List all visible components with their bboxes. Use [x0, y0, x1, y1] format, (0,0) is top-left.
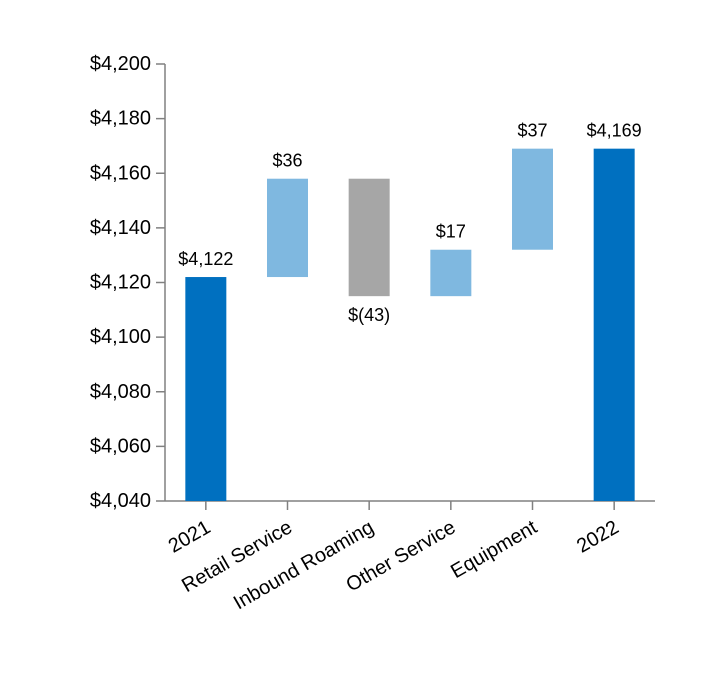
data-label: $36 — [272, 151, 302, 171]
data-label: $4,169 — [587, 121, 642, 141]
y-tick-label: $4,100 — [90, 326, 151, 348]
x-tick-label: Equipment — [447, 516, 541, 583]
data-label: $17 — [436, 222, 466, 242]
data-label: $(43) — [348, 305, 390, 325]
y-tick-label: $4,180 — [90, 108, 151, 130]
bar-equipment — [512, 148, 553, 250]
bar-other-service — [430, 249, 472, 297]
y-tick-label: $4,040 — [90, 490, 151, 512]
y-tick-label: $4,120 — [90, 272, 151, 294]
bar-inbound-roaming — [348, 178, 390, 297]
y-tick-label: $4,080 — [90, 381, 151, 403]
y-tick-label: $4,060 — [90, 435, 151, 457]
bar-retail-service — [267, 178, 308, 278]
x-tick-label: 2021 — [165, 516, 215, 557]
x-tick-label: 2022 — [573, 516, 623, 557]
bar-2022 — [593, 148, 635, 501]
bar-2021 — [185, 277, 227, 501]
y-tick-label: $4,200 — [90, 53, 151, 75]
y-tick-label: $4,140 — [90, 217, 151, 239]
data-label: $37 — [517, 121, 547, 141]
y-tick-label: $4,160 — [90, 162, 151, 184]
x-tick-label: Inbound Roaming — [230, 516, 378, 614]
data-label: $4,122 — [178, 249, 233, 269]
